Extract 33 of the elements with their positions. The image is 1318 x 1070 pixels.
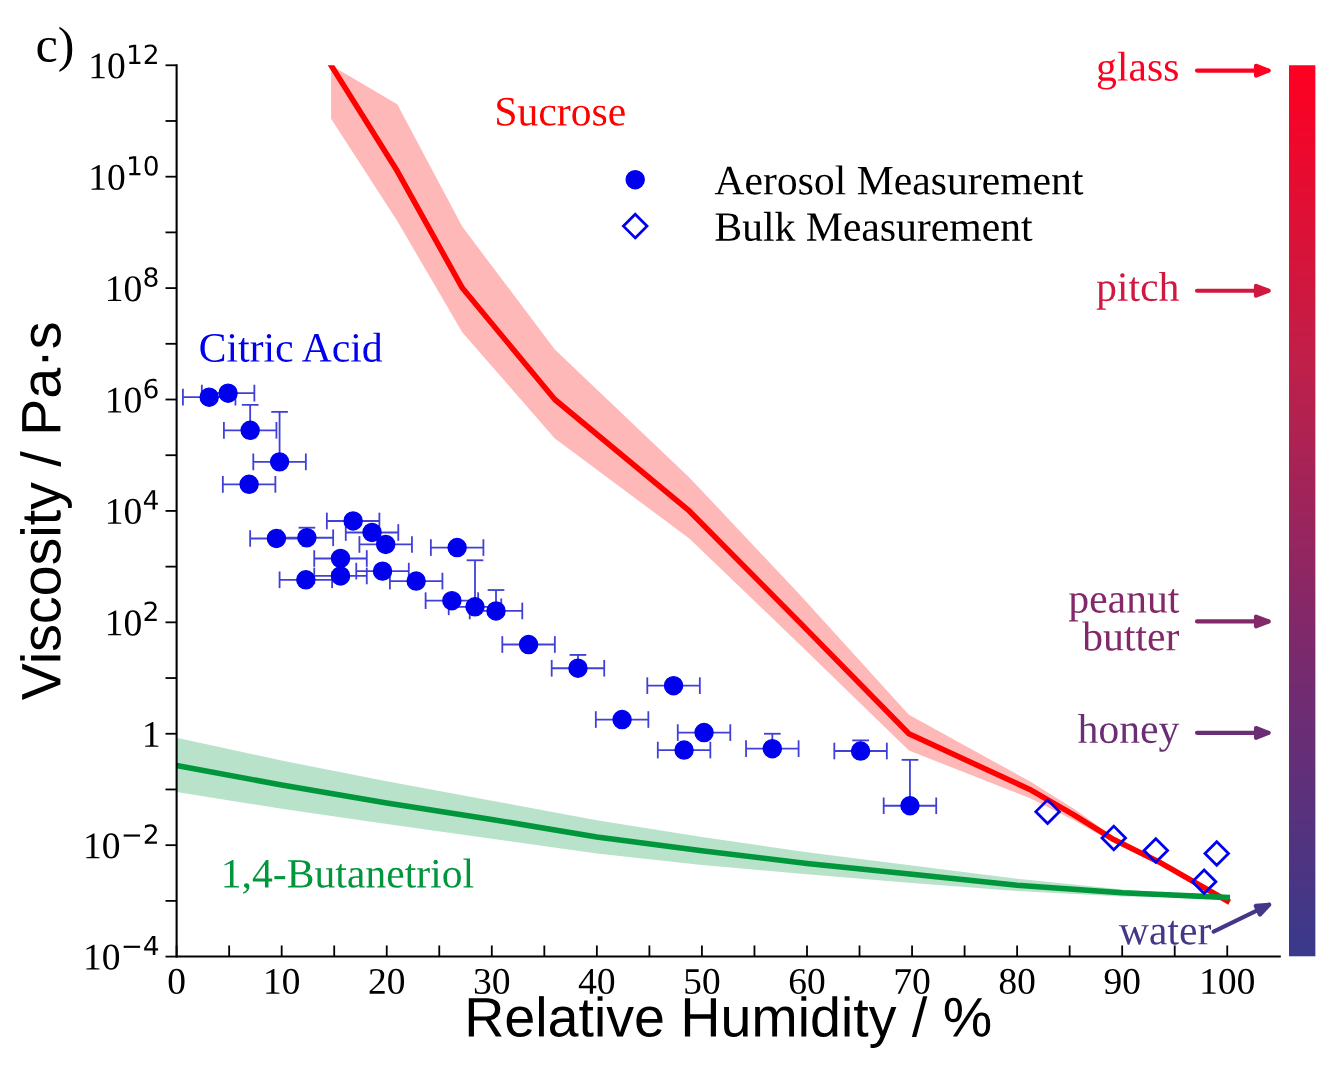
annotation: glass	[1097, 51, 1178, 90]
x-tick-label: 0	[168, 968, 185, 995]
x-axis-title: Relative Humidity / %	[468, 996, 991, 1048]
legend-label: Aerosol Measurement	[714, 165, 1084, 195]
x-tick-label: 60	[789, 968, 825, 995]
legend-label: Bulk Measurement	[715, 211, 1033, 242]
x-tick-label: 50	[685, 968, 720, 995]
x-tick-label: 30	[474, 968, 510, 995]
y-axis-title: Viscosity / Pa·s	[20, 323, 72, 701]
x-tick-label: 40	[578, 968, 615, 995]
y-tick-label: 1	[145, 722, 159, 747]
x-tick-label: 90	[1104, 968, 1140, 995]
x-tick-label: 10	[266, 968, 299, 995]
annotation: honey	[1077, 713, 1180, 752]
y-tick-label: 10$^{−2}$	[86, 824, 157, 859]
y-tick-label: 10$^{8}$	[108, 267, 158, 302]
annotation: Citric Acid	[200, 332, 383, 362]
x-tick-label: 100	[1202, 968, 1254, 995]
annotation: 1,4-Butanetriol	[224, 858, 474, 894]
annotation: Sucrose	[497, 97, 625, 126]
y-tick-label: 10$^{6}$	[108, 378, 158, 413]
annotation: pitch	[1096, 271, 1179, 310]
y-tick-label: 10$^{−4}$	[86, 935, 159, 970]
y-tick-label: 10$^{10}$	[91, 155, 158, 191]
x-tick-label: 70	[895, 968, 930, 995]
y-tick-label: 10$^{4}$	[108, 490, 158, 525]
y-tick-label: 10$^{12}$	[91, 44, 157, 79]
text: c)	[37, 26, 73, 73]
y-tick-label: 10$^{2}$	[108, 601, 157, 636]
annotation: peanut butter	[1068, 589, 1180, 651]
annotation: water	[1118, 920, 1212, 945]
x-tick-label: 80	[999, 968, 1035, 995]
x-tick-label: 20	[369, 968, 405, 995]
